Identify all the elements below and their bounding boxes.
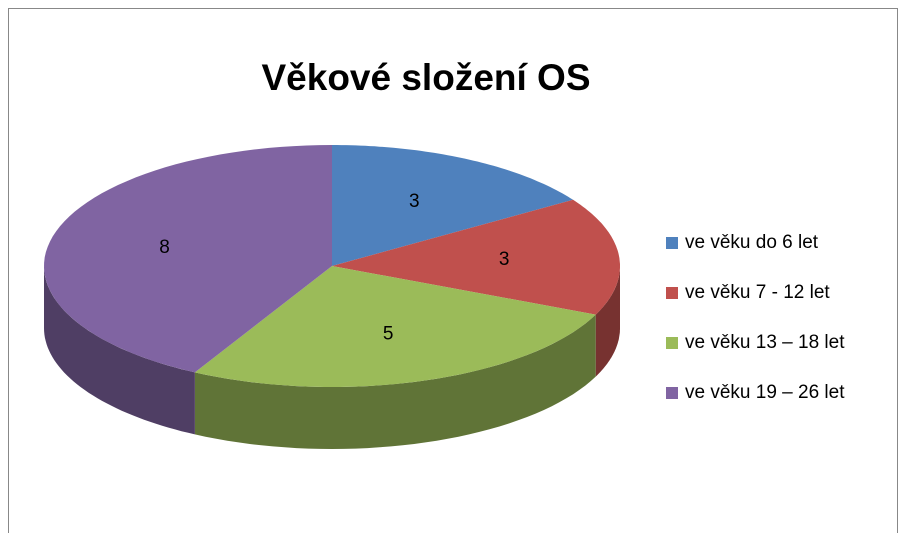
- slice-side: [44, 266, 195, 435]
- legend-label: ve věku 7 - 12 let: [685, 282, 830, 303]
- legend-swatch: [666, 387, 678, 399]
- data-label: 5: [383, 324, 394, 345]
- slice: [44, 145, 332, 373]
- slice: [332, 199, 620, 315]
- chart-title: Věkové složení OS: [261, 57, 590, 98]
- legend-label: ve věku 13 – 18 let: [685, 332, 845, 353]
- slice-side: [194, 314, 596, 449]
- legend-swatch: [666, 337, 678, 349]
- slice: [332, 145, 574, 266]
- legend-label: ve věku do 6 let: [685, 232, 819, 253]
- legend-swatch: [666, 287, 678, 299]
- data-label: 3: [499, 249, 510, 270]
- data-label: 3: [409, 191, 420, 212]
- legend-swatch: [666, 237, 678, 249]
- legend-label: ve věku 19 – 26 let: [685, 382, 845, 403]
- slice: [194, 266, 596, 387]
- slice-side: [595, 266, 620, 377]
- data-label: 8: [159, 237, 170, 258]
